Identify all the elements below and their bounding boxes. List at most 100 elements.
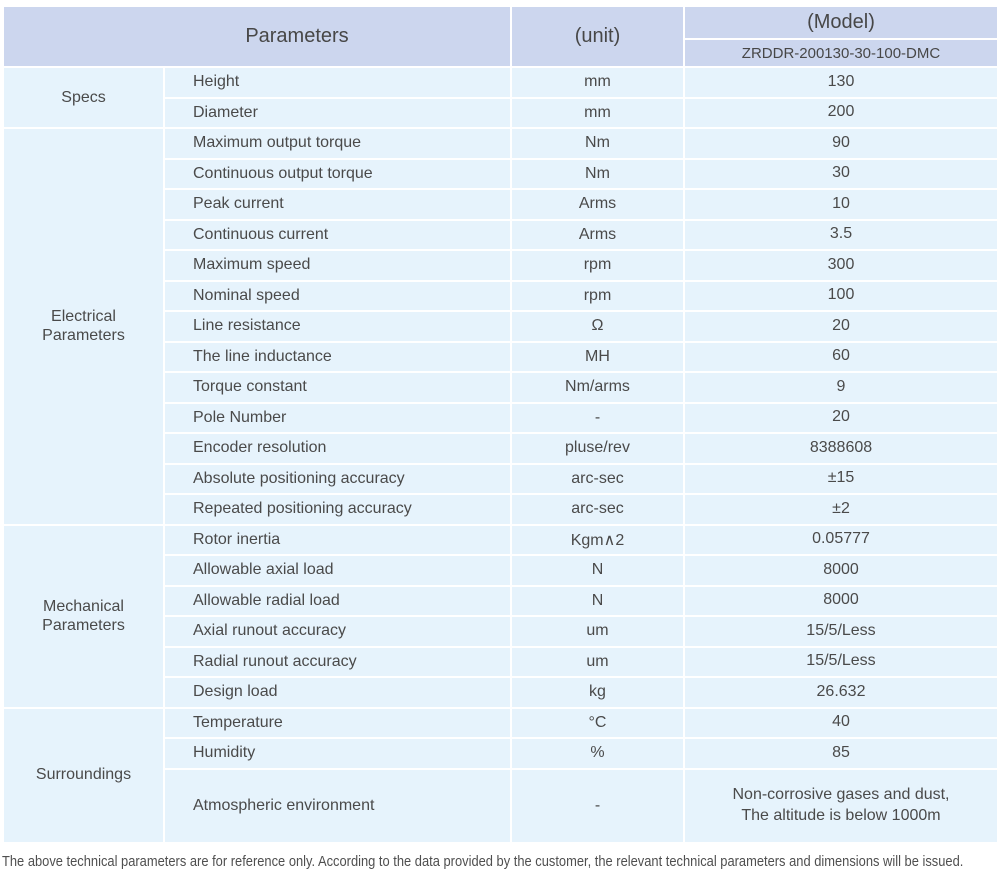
unit-cell: Nm/arms (510, 371, 685, 404)
unit-cell: Ω (510, 310, 685, 343)
parameter-cell: Height (163, 66, 512, 99)
parameter-cell: Torque constant (163, 371, 512, 404)
table-row: Peak current Arms 10 (3, 188, 999, 221)
parameter-cell: Maximum speed (163, 249, 512, 282)
parameter-cell: Nominal speed (163, 279, 512, 312)
table-row: Electrical Parameters Maximum output torq… (2, 127, 999, 526)
unit-cell: MH (510, 340, 685, 373)
unit-cell: Arms (510, 188, 685, 221)
value-cell: 20 (683, 310, 999, 343)
unit-cell: mm (510, 66, 685, 99)
table-row: Continuous current Arms 3.5 (3, 218, 999, 251)
table-row: Allowable axial load N 8000 (3, 554, 999, 587)
parameter-cell: Design load (163, 676, 512, 709)
value-cell: 26.632 (683, 676, 999, 709)
unit-cell: N (510, 554, 685, 587)
table-row: Diameter mm 200 (3, 96, 999, 129)
parameter-cell: Maximum output torque (163, 127, 512, 160)
parameter-cell: Allowable radial load (163, 584, 512, 617)
unit-cell: % (510, 737, 685, 770)
model-number: ZRDDR-200130-30-100-DMC (683, 38, 999, 68)
parameter-cell: The line inductance (163, 340, 512, 373)
parameter-cell: Repeated positioning accuracy (163, 493, 512, 526)
value-cell: 90 (683, 127, 999, 160)
parameter-cell: Continuous current (163, 218, 512, 251)
unit-cell: pluse/rev (510, 432, 685, 465)
parameter-cell: Continuous output torque (163, 157, 512, 190)
unit-cell: Kgm∧2 (510, 523, 685, 556)
unit-cell: arc-sec (510, 493, 685, 526)
parameter-cell: Encoder resolution (163, 432, 512, 465)
parameter-cell: Diameter (163, 96, 512, 129)
parameter-cell: Line resistance (163, 310, 512, 343)
table-row: Absolute positioning accuracy arc-sec ±15 (3, 462, 999, 495)
unit-cell: arc-sec (510, 462, 685, 495)
section-label-mechanical-parameters: Mechanical Parameters (2, 523, 165, 709)
value-cell: 8388608 (683, 432, 999, 465)
table-row: Atmospheric environment - Non-corrosive ga… (3, 767, 999, 844)
value-cell: Non-corrosive gases and dust, The altitu… (683, 767, 999, 844)
table-row: Torque constant Nm/arms 9 (3, 371, 999, 404)
unit-header: (unit) (510, 5, 685, 68)
table-row: The line inductance MH 60 (3, 340, 999, 373)
unit-cell: um (510, 615, 685, 648)
parameter-cell: Absolute positioning accuracy (163, 462, 512, 495)
section-label-electrical-parameters: Electrical Parameters (2, 127, 165, 526)
value-cell: 85 (683, 737, 999, 770)
table-row: Allowable radial load N 8000 (3, 584, 999, 617)
value-cell: 10 (683, 188, 999, 221)
spec-table: Parameters (unit) (Model) ZRDDR-200130-3… (2, 5, 999, 844)
value-cell: 9 (683, 371, 999, 404)
spec-table-body: Specs Height mm 130 Diameter mm 200 Electrical … (2, 66, 999, 844)
parameter-cell: Allowable axial load (163, 554, 512, 587)
unit-cell: Arms (510, 218, 685, 251)
section-label-surroundings: Surroundings (2, 706, 165, 844)
value-cell: 15/5/Less (683, 615, 999, 648)
parameter-cell: Peak current (163, 188, 512, 221)
spec-table-header: Parameters (unit) (Model) ZRDDR-200130-3… (2, 5, 999, 68)
unit-cell: - (510, 767, 685, 844)
table-row: Encoder resolution pluse/rev 8388608 (3, 432, 999, 465)
table-row: Repeated positioning accuracy arc-sec ±2 (3, 493, 999, 526)
value-cell: 8000 (683, 584, 999, 617)
parameter-cell: Temperature (163, 706, 512, 739)
unit-cell: Nm (510, 127, 685, 160)
parameters-header: Parameters (2, 5, 512, 68)
value-cell: 20 (683, 401, 999, 434)
unit-cell: - (510, 401, 685, 434)
value-cell: 130 (683, 66, 999, 99)
table-row: Maximum speed rpm 300 (3, 249, 999, 282)
table-row: Surroundings Temperature °C 40 (2, 706, 999, 844)
parameter-cell: Rotor inertia (163, 523, 512, 556)
value-cell: ±15 (683, 462, 999, 495)
parameter-cell: Humidity (163, 737, 512, 770)
value-cell: 0.05777 (683, 523, 999, 556)
value-cell: 15/5/Less (683, 645, 999, 678)
value-cell: 40 (683, 706, 999, 739)
unit-cell: N (510, 584, 685, 617)
unit-cell: um (510, 645, 685, 678)
table-row: Line resistance Ω 20 (3, 310, 999, 343)
parameter-cell: Axial runout accuracy (163, 615, 512, 648)
value-cell: 3.5 (683, 218, 999, 251)
section-label-specs: Specs (2, 66, 165, 129)
value-cell: 8000 (683, 554, 999, 587)
unit-cell: rpm (510, 279, 685, 312)
table-row: Humidity% 85 (3, 737, 999, 770)
unit-cell: °C (510, 706, 685, 739)
unit-cell: mm (510, 96, 685, 129)
model-header: (Model) (683, 5, 999, 40)
value-cell: 30 (683, 157, 999, 190)
table-row: Radial runout accuracy um 15/5/Less (3, 645, 999, 678)
table-row: Specs Height mm 130 (2, 66, 999, 129)
unit-cell: kg (510, 676, 685, 709)
table-row: Design load kg 26.632 (3, 676, 999, 709)
header-row-1: Parameters (unit) (Model) (2, 5, 999, 68)
footer-note: The above technical parameters are for r… (2, 852, 964, 870)
table-row: Continuous output torque Nm 30 (3, 157, 999, 190)
value-cell: 200 (683, 96, 999, 129)
value-cell: 300 (683, 249, 999, 282)
value-cell: ±2 (683, 493, 999, 526)
unit-cell: Nm (510, 157, 685, 190)
